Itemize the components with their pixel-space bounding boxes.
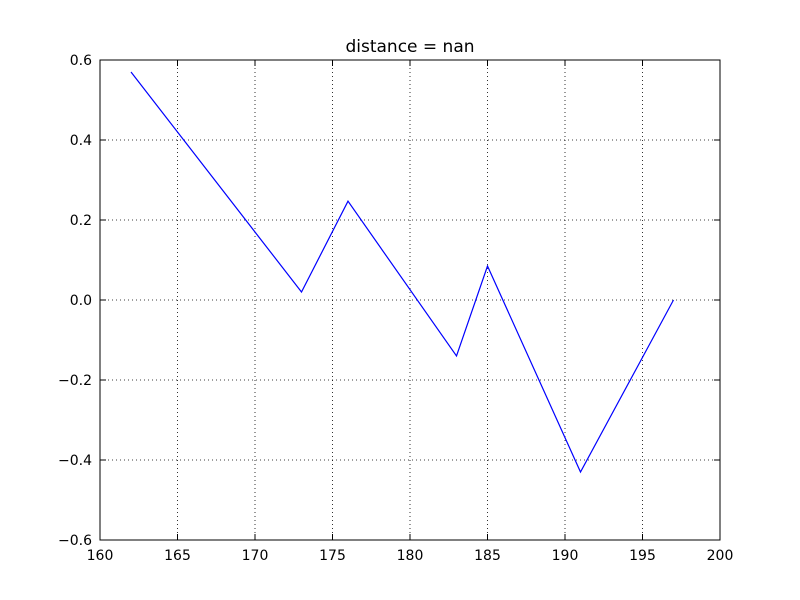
y-tick-label: 0.4 bbox=[70, 133, 92, 149]
series-line bbox=[130, 71, 675, 474]
x-tick-label: 195 bbox=[629, 548, 656, 564]
y-tick-label: −0.6 bbox=[58, 533, 92, 549]
y-tick-label: 0.0 bbox=[70, 293, 92, 309]
y-tick-label: −0.2 bbox=[58, 373, 92, 389]
y-tick-label: −0.4 bbox=[58, 453, 92, 469]
axis-ticks bbox=[99, 59, 721, 541]
y-tick-labels: −0.6 −0.4 −0.2 0.0 0.2 0.4 0.6 bbox=[58, 53, 92, 549]
chart-title: distance = nan bbox=[345, 37, 474, 57]
x-tick-labels: 160 165 170 175 180 185 190 195 200 bbox=[87, 548, 734, 564]
x-tick-label: 160 bbox=[87, 548, 114, 564]
y-tick-label: 0.6 bbox=[70, 53, 92, 69]
x-tick-label: 180 bbox=[397, 548, 424, 564]
x-tick-label: 175 bbox=[319, 548, 346, 564]
x-tick-label: 190 bbox=[552, 548, 579, 564]
y-tick-label: 0.2 bbox=[70, 213, 92, 229]
grid-lines bbox=[99, 59, 721, 541]
series-layer bbox=[130, 71, 675, 474]
x-tick-label: 165 bbox=[164, 548, 191, 564]
x-tick-label: 185 bbox=[474, 548, 501, 564]
x-tick-label: 200 bbox=[707, 548, 734, 564]
x-tick-label: 170 bbox=[242, 548, 269, 564]
